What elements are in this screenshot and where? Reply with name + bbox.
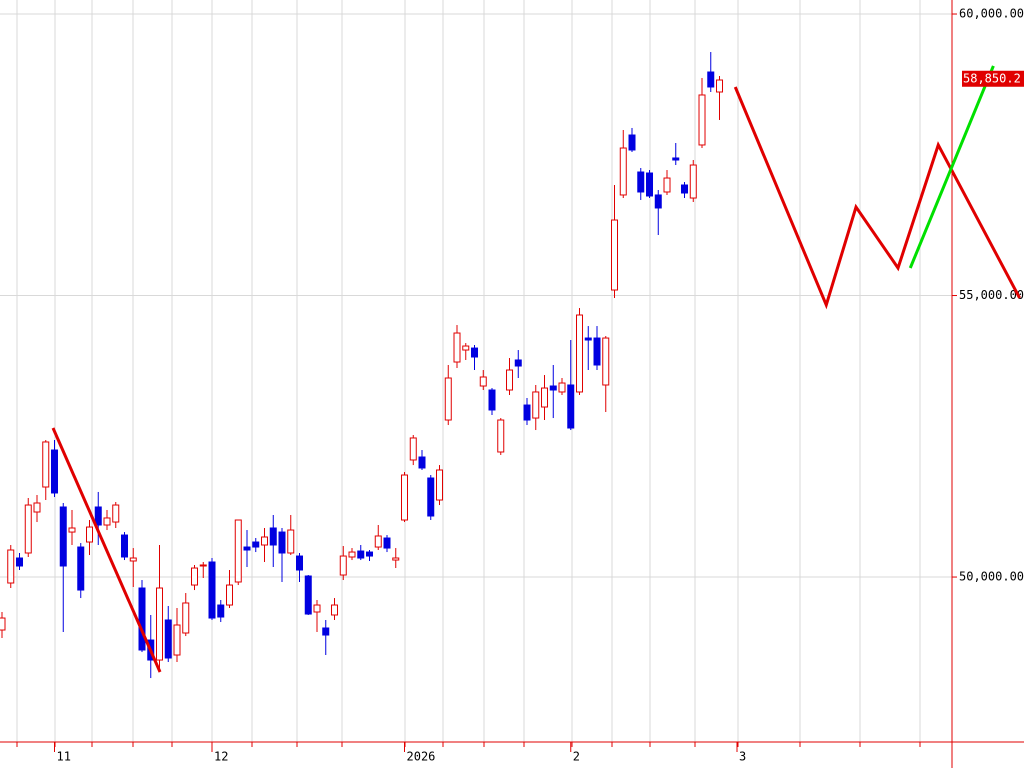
candle-body xyxy=(462,345,470,351)
candle-body xyxy=(278,531,286,554)
candle-body xyxy=(296,555,304,571)
candle-body xyxy=(51,449,59,494)
candle-body xyxy=(479,376,487,387)
trend-line xyxy=(908,65,995,269)
candle-body xyxy=(488,389,496,411)
price-label: 58,850.2 xyxy=(963,71,1021,85)
trend-line xyxy=(733,86,1021,310)
candle-body xyxy=(576,314,584,393)
candle-body xyxy=(24,504,32,554)
candle-body xyxy=(392,557,400,561)
candle-body xyxy=(173,624,181,656)
candle-body xyxy=(16,557,24,567)
candle-body xyxy=(217,604,225,618)
candle-body xyxy=(0,617,6,631)
candle-body xyxy=(112,504,120,523)
candle-body xyxy=(77,546,85,591)
candle-body xyxy=(514,359,522,367)
candle-body xyxy=(409,437,417,461)
x-tick-label: 11 xyxy=(57,750,71,764)
candle-body xyxy=(261,536,269,546)
candle-body xyxy=(567,384,575,429)
candle-body xyxy=(252,541,260,548)
candle-body xyxy=(436,469,444,501)
candle-body xyxy=(42,441,50,488)
y-tick-label: 55,000.00 xyxy=(959,288,1024,302)
candle-body xyxy=(68,527,76,533)
candle-body xyxy=(121,534,129,558)
candle-body xyxy=(269,527,277,546)
candle-body xyxy=(401,474,409,521)
candle-body xyxy=(681,184,689,194)
candle-body xyxy=(366,551,374,557)
candle-body xyxy=(374,535,382,548)
candle-body xyxy=(234,519,242,583)
candle-body xyxy=(611,219,619,291)
candle-body xyxy=(103,517,111,526)
trend-line xyxy=(51,427,162,673)
x-tick-label: 3 xyxy=(739,750,746,764)
candle-body xyxy=(138,587,146,651)
candle-body xyxy=(506,369,514,391)
y-tick-label: 50,000.00 xyxy=(959,570,1024,584)
candle-body xyxy=(698,94,706,146)
candle-body xyxy=(33,502,41,513)
candle-body xyxy=(226,584,234,606)
x-tick-label: 2026 xyxy=(407,750,436,764)
candle-body xyxy=(654,194,662,209)
candle-body xyxy=(7,549,15,584)
candle-body xyxy=(322,627,330,636)
y-tick-label: 60,000.00 xyxy=(959,7,1024,21)
candle-body xyxy=(716,79,724,93)
candle-body xyxy=(602,337,610,386)
candle-body xyxy=(313,604,321,613)
candle-body xyxy=(689,164,697,199)
candle-body xyxy=(243,546,251,551)
candle-body xyxy=(348,551,356,558)
x-tick-label: 12 xyxy=(214,750,228,764)
candle-body xyxy=(59,506,67,567)
candle-body xyxy=(584,337,592,341)
candle-body xyxy=(418,456,426,469)
candle-body xyxy=(86,526,94,543)
candle-body xyxy=(129,557,137,562)
candle-body xyxy=(672,157,680,161)
candle-body xyxy=(707,71,715,88)
candle-body xyxy=(208,561,216,619)
candle-body xyxy=(427,477,435,517)
candle-body xyxy=(94,506,102,526)
candle-body xyxy=(304,575,312,615)
candle-body xyxy=(331,604,339,616)
candle-body xyxy=(497,419,505,453)
candle-body xyxy=(191,567,199,586)
candle-body xyxy=(532,391,540,419)
candle-body xyxy=(646,172,654,197)
candle-body xyxy=(182,602,190,634)
candle-body xyxy=(541,387,549,408)
candle-body xyxy=(339,555,347,576)
candle-body xyxy=(199,564,207,567)
candle-body xyxy=(471,347,479,358)
candle-body xyxy=(164,619,172,659)
candle-body xyxy=(593,337,601,366)
candle-body xyxy=(444,377,452,421)
price-label-box xyxy=(962,70,1024,87)
x-tick-label: 2 xyxy=(573,750,580,764)
candle-body xyxy=(156,587,164,661)
candle-body xyxy=(663,177,671,193)
candle-body xyxy=(558,382,566,393)
candle-body xyxy=(549,385,557,391)
candle-body xyxy=(523,404,531,421)
candle-body xyxy=(628,134,636,151)
candle-body xyxy=(357,550,365,559)
candle-body xyxy=(637,171,645,193)
candle-body xyxy=(287,529,295,554)
candle-body xyxy=(453,332,461,363)
candle-body xyxy=(619,147,627,196)
candle-body xyxy=(383,537,391,549)
